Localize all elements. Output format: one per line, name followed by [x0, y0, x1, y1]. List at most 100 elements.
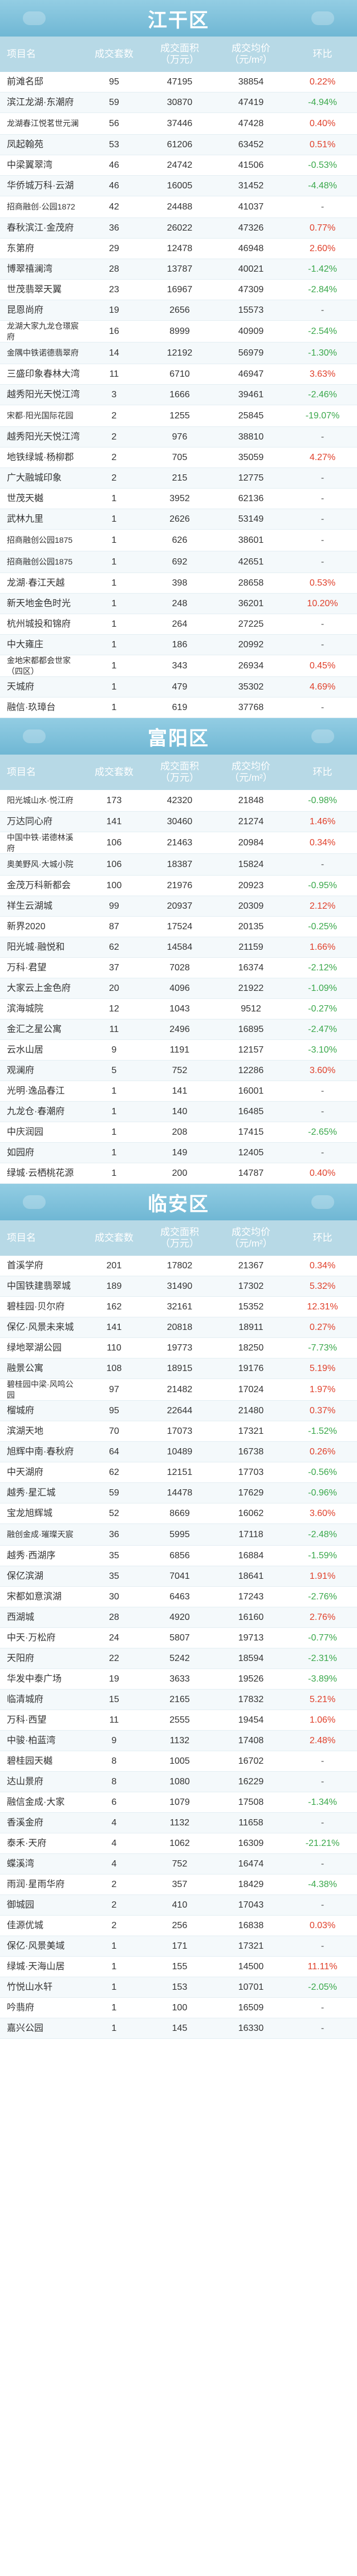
cell-price: 18594 — [238, 1654, 264, 1663]
cell-ratio: 1.66% — [309, 942, 336, 952]
cell-ratio: - — [321, 1148, 324, 1158]
table-row: 龙湖·春江天越 1 398 28658 0.53% — [0, 573, 357, 594]
cell-ratio: 2.76% — [309, 1612, 336, 1622]
cell-name: 春秋滨江·金茂府 — [7, 223, 74, 233]
cell-ratio: - — [321, 535, 324, 545]
cell-count: 106 — [106, 838, 122, 848]
table-row: 保亿·风景美域 1 171 17321 - — [0, 1936, 357, 1957]
table-row: 绿地翠湖公园 110 19773 18250 -7.73% — [0, 1338, 357, 1358]
table-row: 中大雍庄 1 186 20992 - — [0, 635, 357, 655]
cell-count: 59 — [109, 1488, 119, 1498]
cell-name: 广大融城印象 — [7, 473, 62, 483]
cell-count: 189 — [106, 1281, 122, 1291]
cell-ratio: -1.52% — [308, 1426, 337, 1436]
cell-count: 173 — [106, 796, 122, 805]
cell-area: 6710 — [169, 369, 190, 379]
cell-price: 16374 — [238, 963, 264, 973]
cell-ratio: - — [321, 640, 324, 650]
cell-name: 万科·君望 — [7, 963, 47, 973]
cell-area: 8999 — [169, 326, 190, 336]
cell-count: 1 — [111, 682, 117, 692]
cell-area: 1005 — [169, 1756, 190, 1766]
cell-area: 2626 — [169, 514, 190, 524]
cell-price: 14787 — [238, 1168, 264, 1178]
cell-price: 16738 — [238, 1447, 264, 1457]
cell-area: 13787 — [167, 264, 193, 274]
cell-count: 28 — [109, 1612, 119, 1622]
cell-name: 新天地金色时光 — [7, 599, 71, 608]
cell-count: 1 — [111, 535, 117, 545]
cell-count: 62 — [109, 942, 119, 952]
cell-count: 1 — [111, 1148, 117, 1158]
cell-ratio: 10.20% — [307, 599, 338, 608]
cell-area: 7041 — [169, 1571, 190, 1581]
table-row: 世茂翡翠天翼 23 16967 47309 -2.84% — [0, 280, 357, 300]
cell-area: 8669 — [169, 1509, 190, 1518]
cell-ratio: - — [321, 432, 324, 442]
table-row: 地铁绿城·杨柳郡 2 705 35059 4.27% — [0, 448, 357, 468]
table-row: 融景公寓 108 18915 19176 5.19% — [0, 1358, 357, 1379]
cell-price: 62136 — [238, 494, 264, 503]
cell-price: 12286 — [238, 1066, 264, 1075]
cell-count: 24 — [109, 1633, 119, 1643]
cell-price: 10701 — [238, 1982, 264, 1992]
cell-price: 17832 — [238, 1695, 264, 1704]
cell-price: 19176 — [238, 1364, 264, 1373]
cell-price: 15352 — [238, 1302, 264, 1312]
cell-ratio: -0.25% — [308, 922, 337, 932]
cell-area: 20818 — [167, 1323, 193, 1332]
cell-count: 2 — [111, 411, 117, 421]
cell-name: 碧桂园天樾 — [7, 1756, 53, 1766]
cell-count: 1 — [111, 2023, 117, 2033]
cell-area: 18915 — [167, 1364, 193, 1373]
cell-price: 11658 — [238, 1818, 263, 1828]
cell-name: 越秀阳光天悦江湾 — [7, 432, 80, 442]
cell-name: 中国铁建翡翠城 — [7, 1281, 71, 1291]
cell-ratio: 0.34% — [309, 838, 336, 848]
cell-count: 46 — [109, 160, 119, 170]
table-row: 龙湖大家九龙仓璟宸府 16 8999 40909 -2.54% — [0, 321, 357, 342]
cell-area: 215 — [172, 473, 188, 483]
header-price: 成交均价 （元/m²） — [229, 1227, 273, 1249]
cell-name: 越秀阳光天悦江湾 — [7, 390, 80, 400]
cell-name: 地铁绿城·杨柳郡 — [7, 453, 74, 462]
cell-ratio: -2.76% — [308, 1592, 337, 1602]
cell-area: 4920 — [169, 1612, 190, 1622]
cell-name: 中天·万松府 — [7, 1633, 56, 1643]
cell-count: 11 — [109, 1715, 119, 1725]
cell-count: 110 — [107, 1343, 121, 1353]
cell-count: 1 — [111, 1962, 117, 1972]
cell-area: 264 — [172, 619, 188, 629]
cell-count: 8 — [111, 1777, 117, 1787]
cell-area: 16967 — [167, 285, 193, 295]
cell-price: 21848 — [238, 796, 264, 805]
cell-price: 20992 — [238, 640, 264, 650]
cell-ratio: - — [321, 1086, 324, 1096]
cell-area: 2555 — [169, 1715, 190, 1725]
table-row: 天城府 1 479 35302 4.69% — [0, 677, 357, 698]
cell-name: 吟翡府 — [7, 2003, 35, 2013]
cell-ratio: - — [321, 2003, 324, 2013]
cell-ratio: - — [321, 305, 324, 315]
table-row: 中梁翼翠湾 46 24742 41506 -0.53% — [0, 155, 357, 176]
cell-count: 2 — [111, 453, 117, 462]
cell-name: 香溪金府 — [7, 1818, 44, 1828]
cell-name: 竹悦山水轩 — [7, 1982, 53, 1992]
cell-area: 752 — [172, 1066, 188, 1075]
cell-price: 18911 — [238, 1323, 263, 1332]
cell-name: 龙湖大家九龙仓璟宸府 — [7, 321, 79, 341]
cell-name: 万科·西望 — [7, 1715, 47, 1725]
cell-ratio: 0.40% — [309, 1168, 336, 1178]
table-row: 武林九里 1 2626 53149 - — [0, 509, 357, 530]
cell-ratio: 5.21% — [309, 1695, 336, 1704]
table-row: 融创金成·璀璨天宸 36 5995 17118 -2.48% — [0, 1524, 357, 1546]
cell-ratio: -0.77% — [308, 1633, 337, 1643]
cell-area: 357 — [172, 1880, 188, 1889]
cell-name: 碧桂园·贝尔府 — [7, 1302, 65, 1312]
table-row: 中国中铁·诺德林溪府 106 21463 20984 0.34% — [0, 832, 357, 854]
cell-count: 99 — [109, 901, 119, 911]
cell-ratio: 0.34% — [309, 1261, 336, 1271]
cell-ratio: -1.30% — [308, 348, 337, 358]
district-banner: 富阳区 — [0, 718, 357, 755]
cell-area: 21463 — [167, 838, 193, 848]
